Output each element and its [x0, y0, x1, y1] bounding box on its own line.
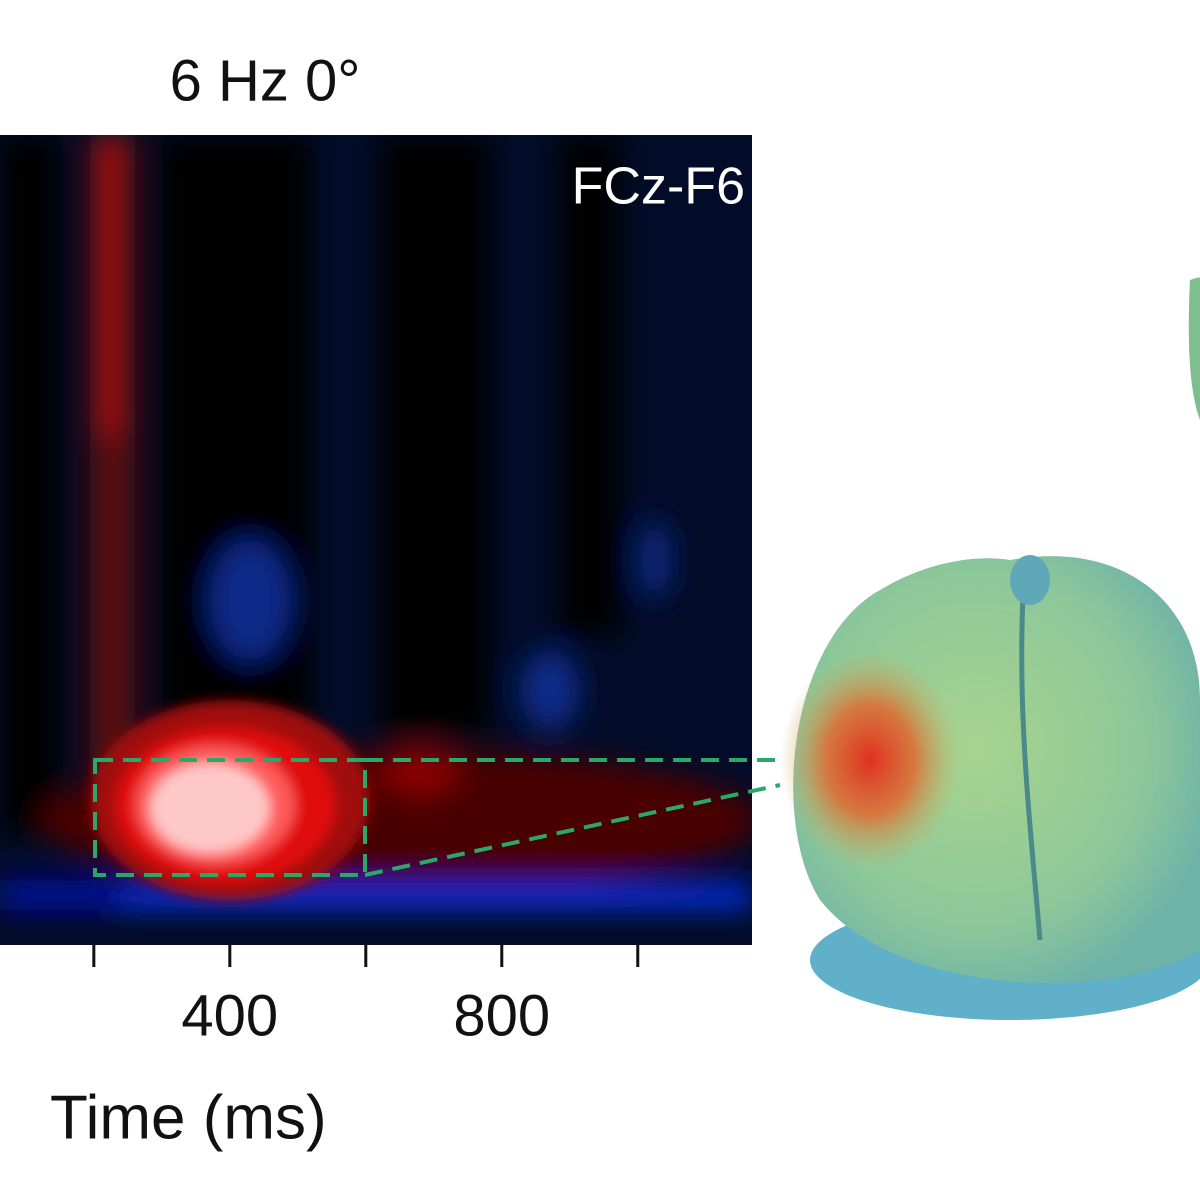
x-axis-label: Time (ms) [50, 1083, 327, 1152]
roi-box [93, 758, 367, 877]
connector [364, 783, 781, 877]
x-tick-label: 400 [181, 983, 278, 1048]
chart-title: 6 Hz 0° [170, 48, 361, 113]
x-tick-label: 800 [453, 983, 550, 1048]
annotation: FCz-F6 [572, 158, 745, 216]
brain [780, 277, 1200, 1020]
heatmap [0, 135, 752, 945]
